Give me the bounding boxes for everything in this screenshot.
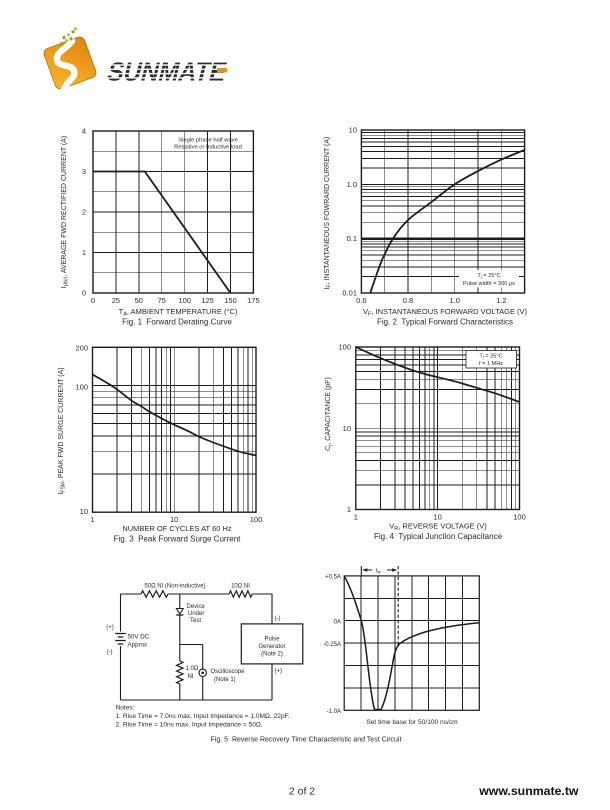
svg-text:3: 3 — [82, 167, 86, 176]
svg-text:NI: NI — [188, 674, 194, 680]
svg-text:Device: Device — [187, 604, 206, 610]
svg-text:1.2: 1.2 — [496, 296, 506, 305]
svg-text:0: 0 — [82, 289, 86, 298]
svg-text:0.8: 0.8 — [403, 296, 413, 305]
svg-text:125: 125 — [201, 296, 214, 305]
svg-text:Tj = 25°C: Tj = 25°C — [479, 354, 502, 360]
svg-text:2: 2 — [82, 208, 86, 217]
svg-text:10: 10 — [80, 507, 88, 516]
svg-text:1.0: 1.0 — [347, 180, 357, 189]
svg-text:4: 4 — [82, 127, 86, 136]
svg-text:10: 10 — [343, 424, 351, 433]
svg-text:Fig. 3 Peak Forward Surge Cur: Fig. 3 Peak Forward Surge Current — [114, 535, 241, 544]
svg-text:Set time base for 50/100 ns/cm: Set time base for 50/100 ns/cm — [366, 719, 458, 726]
svg-text:10: 10 — [349, 126, 357, 135]
svg-text:IFSM, PEAK FWD SURGE CURRENT (: IFSM, PEAK FWD SURGE CURRENT (A) — [58, 367, 67, 494]
svg-text:1.0: 1.0 — [449, 296, 459, 305]
svg-text:IF, INSTANTANEOUS FOWRARD CURR: IF, INSTANTANEOUS FOWRARD CURRENT (A) — [324, 137, 333, 290]
svg-text:Cj, CAPACITANCE (pF): Cj, CAPACITANCE (pF) — [325, 377, 334, 451]
svg-text:200: 200 — [75, 343, 88, 352]
svg-text:100: 100 — [75, 383, 88, 392]
svg-text:Fig. 1 Forward Derating Curve: Fig. 1 Forward Derating Curve — [122, 318, 232, 327]
svg-text:0: 0 — [91, 296, 95, 305]
svg-text:Resistive or Inductive load: Resistive or Inductive load — [174, 145, 242, 151]
svg-text:NUMBER OF CYCLES AT 60 Hz: NUMBER OF CYCLES AT 60 Hz — [122, 524, 232, 533]
svg-text:Oscilloscope: Oscilloscope — [211, 669, 246, 675]
svg-text:10: 10 — [433, 513, 441, 522]
svg-text:50V DC: 50V DC — [128, 634, 150, 641]
svg-text:1.0Ω: 1.0Ω — [186, 666, 199, 672]
svg-text:Test: Test — [190, 618, 201, 624]
svg-text:Approx: Approx — [128, 642, 149, 649]
svg-text:1: 1 — [82, 248, 86, 257]
svg-text:+0.5A: +0.5A — [325, 575, 341, 581]
svg-text:2 of 2: 2 of 2 — [289, 786, 315, 798]
svg-text:Generator: Generator — [258, 644, 285, 650]
svg-text:100: 100 — [178, 296, 191, 305]
svg-text:f = 1 MHz: f = 1 MHz — [479, 361, 503, 367]
svg-text:I(AV), AVERAGE FWD RECTIFIED C: I(AV), AVERAGE FWD RECTIFIED CURRENT (A) — [61, 136, 70, 289]
svg-text:2. Rise Time = 10ns max. Input: 2. Rise Time = 10ns max. Input Impedance… — [116, 722, 263, 729]
svg-text:150: 150 — [224, 296, 237, 305]
svg-text:50Ω NI (Non-inductive): 50Ω NI (Non-inductive) — [144, 584, 205, 590]
svg-text:(Note 2): (Note 2) — [261, 652, 283, 658]
svg-text:TA, AMBIENT TEMPERATURE (°C): TA, AMBIENT TEMPERATURE (°C) — [119, 307, 238, 318]
svg-text:25: 25 — [112, 296, 120, 305]
svg-text:Under: Under — [188, 611, 204, 617]
svg-text:1: 1 — [90, 515, 94, 524]
svg-text:(-): (-) — [107, 650, 113, 656]
svg-text:1. Rise Time = 7.0ns max. Inpu: 1. Rise Time = 7.0ns max. Input Impedanc… — [116, 713, 290, 720]
svg-text:VF, INSTANTANEOUS FORWARD VOLT: VF, INSTANTANEOUS FORWARD VOLTAGE (V) — [363, 307, 528, 318]
svg-text:Fig. 2 Typical Forward Charac: Fig. 2 Typical Forward Characteristics — [377, 318, 513, 327]
svg-text:(+): (+) — [275, 669, 283, 675]
svg-text:0.6: 0.6 — [356, 296, 366, 305]
svg-text:100: 100 — [513, 513, 526, 522]
svg-text:Single phase half wave: Single phase half wave — [178, 138, 238, 144]
svg-text:-0.25A: -0.25A — [323, 642, 341, 648]
svg-text:1: 1 — [354, 513, 358, 522]
svg-text:Fig. 5 Reverse Recovery Time: Fig. 5 Reverse Recovery Time Characteris… — [211, 737, 402, 744]
svg-text:10: 10 — [170, 515, 178, 524]
svg-text:Pulse width = 300 μs: Pulse width = 300 μs — [463, 281, 515, 287]
svg-text:75: 75 — [158, 296, 166, 305]
svg-text:50: 50 — [135, 296, 143, 305]
svg-text:SUNMATE: SUNMATE — [104, 57, 229, 87]
svg-text:0.01: 0.01 — [342, 289, 357, 298]
svg-text:(+): (+) — [106, 625, 114, 631]
svg-text:trr: trr — [376, 568, 381, 575]
svg-text:10Ω NI: 10Ω NI — [231, 584, 250, 590]
svg-text:100: 100 — [250, 515, 263, 524]
svg-text:175: 175 — [247, 296, 260, 305]
svg-text:Notes:: Notes: — [116, 705, 135, 712]
svg-text:0A: 0A — [334, 620, 341, 626]
svg-text:(-): (-) — [275, 616, 281, 622]
svg-text:VR, REVERSE VOLTAGE (V): VR, REVERSE VOLTAGE (V) — [389, 522, 487, 533]
svg-text:-1.0A: -1.0A — [327, 709, 341, 715]
svg-text:www.sunmate.tw: www.sunmate.tw — [478, 784, 579, 798]
svg-text:(Note 1): (Note 1) — [214, 677, 236, 683]
svg-text:Pulse: Pulse — [264, 637, 280, 643]
svg-text:0.1: 0.1 — [347, 234, 357, 243]
svg-text:Tj = 25°C: Tj = 25°C — [477, 273, 500, 279]
svg-text:100: 100 — [338, 343, 351, 352]
svg-text:Fig. 4 Typical Junction Capac: Fig. 4 Typical Junction Capacitance — [374, 532, 503, 541]
svg-text:1: 1 — [347, 505, 351, 514]
